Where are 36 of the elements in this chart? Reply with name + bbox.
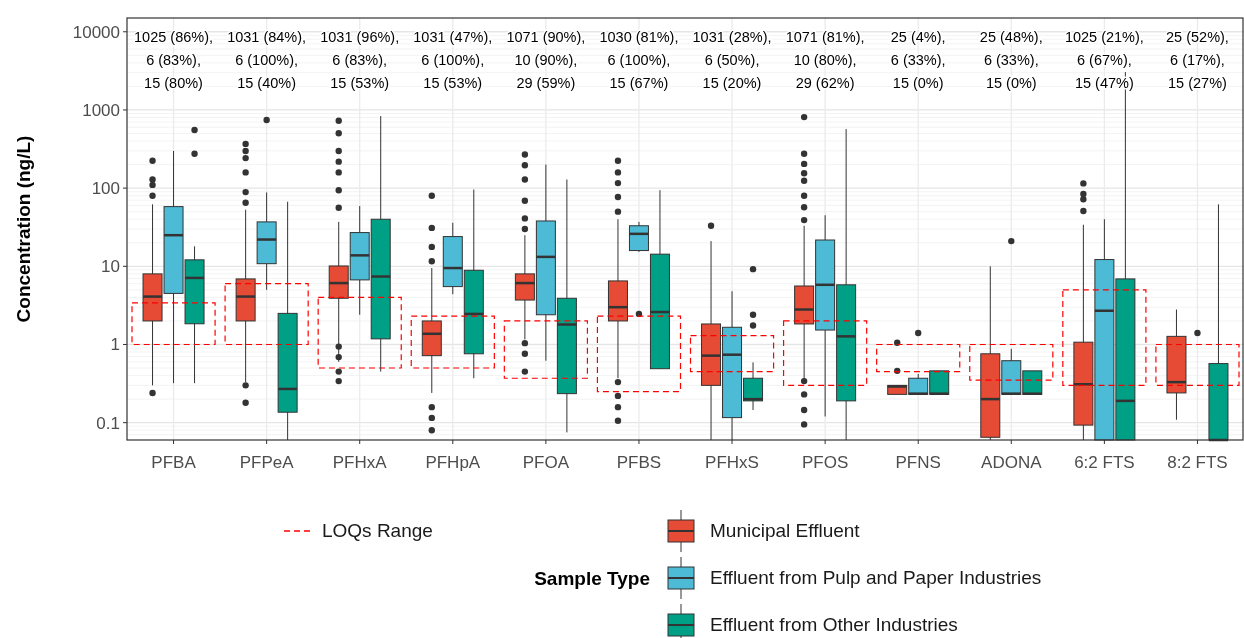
y-tick-label: 10	[101, 257, 120, 277]
annotation: 1031 (96%), 6 (83%), 15 (53%)	[320, 29, 400, 91]
x-tick-label: PFOA	[522, 453, 570, 472]
annotation: 1071 (81%), 10 (80%), 29 (62%)	[785, 29, 865, 91]
annotation: 25 (48%), 6 (33%), 15 (0%)	[979, 29, 1043, 91]
x-tick-label: ADONA	[981, 453, 1043, 472]
x-tick-label: PFHxS	[705, 453, 759, 472]
x-tick-label: PFBA	[151, 453, 197, 472]
x-tick-label: PFOS	[801, 453, 849, 472]
x-tick-label: 6:2 FTS	[1074, 453, 1135, 472]
annotation: 1031 (84%), 6 (100%), 15 (40%)	[227, 29, 307, 91]
legend-label: LOQs Range	[322, 520, 433, 541]
y-axis-title: Concentration (ng/L)	[13, 135, 34, 323]
legend-label: Municipal Effluent	[710, 520, 861, 541]
annotation: 25 (4%), 6 (33%), 15 (0%)	[890, 29, 946, 91]
legend-title: Sample Type	[534, 568, 650, 589]
y-tick-label: 1	[110, 335, 120, 355]
x-tick-label: PFHxA	[332, 453, 388, 472]
x-tick-label: 8:2 FTS	[1167, 453, 1228, 472]
y-tick-label: 100	[91, 179, 120, 199]
annotation: 1031 (28%), 6 (50%), 15 (20%)	[692, 29, 772, 91]
legend-label: Effluent from Pulp and Paper Industries	[710, 567, 1042, 588]
annotation: 1025 (86%), 6 (83%), 15 (80%)	[134, 29, 214, 91]
legend-label: Effluent from Other Industries	[710, 614, 958, 635]
y-tick-label: 1000	[82, 100, 120, 120]
x-tick-label: PFBS	[616, 453, 662, 472]
annotation: 25 (52%), 6 (17%), 15 (27%)	[1166, 29, 1229, 91]
y-tick-label: 10000	[72, 22, 120, 42]
annotation: 1030 (81%), 6 (100%), 15 (67%)	[599, 29, 679, 91]
x-tick-label: PFHpA	[425, 453, 481, 472]
bar	[876, 343, 961, 373]
x-tick-label: PFPeA	[239, 453, 295, 472]
x-tick-label: PFNS	[895, 453, 941, 472]
annotation: 1031 (47%), 6 (100%), 15 (53%)	[413, 29, 493, 91]
y-tick-label: 0.1	[96, 413, 120, 433]
annotation: 1071 (90%), 10 (90%), 29 (59%)	[506, 29, 586, 91]
